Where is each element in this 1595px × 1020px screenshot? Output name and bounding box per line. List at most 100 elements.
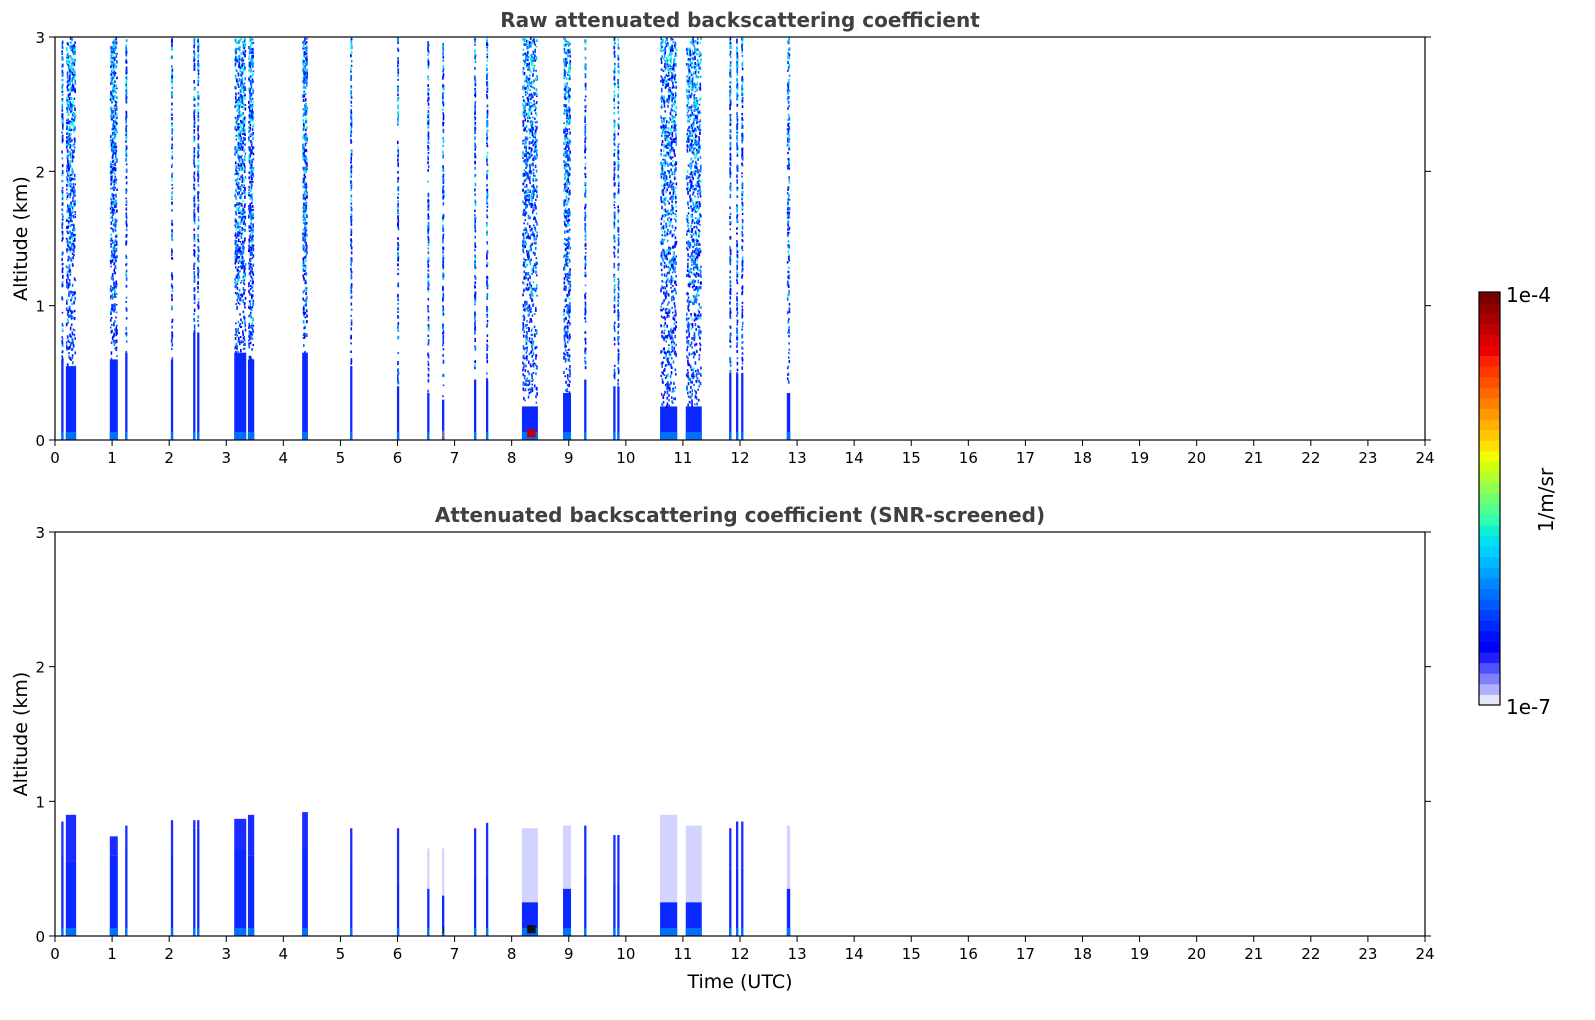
noise-pixel xyxy=(74,351,77,355)
noise-pixel xyxy=(114,218,117,222)
noise-pixel xyxy=(526,161,528,164)
noise-pixel xyxy=(474,360,476,363)
noise-pixel xyxy=(525,205,527,210)
noise-pixel xyxy=(252,111,254,114)
noise-pixel xyxy=(71,190,74,194)
noise-pixel xyxy=(305,189,307,193)
noise-pixel xyxy=(534,216,536,220)
noise-pixel xyxy=(350,44,353,47)
noise-pixel xyxy=(125,242,127,246)
noise-pixel xyxy=(72,191,75,195)
noise-pixel xyxy=(304,325,306,329)
noise-pixel xyxy=(239,325,242,329)
noise-pixel xyxy=(397,111,400,113)
noise-pixel xyxy=(240,52,242,55)
noise-pixel xyxy=(523,108,526,112)
noise-pixel xyxy=(525,276,527,280)
noise-pixel xyxy=(193,160,195,164)
noise-pixel xyxy=(534,246,537,251)
noise-pixel xyxy=(350,257,353,260)
noise-pixel xyxy=(239,38,242,42)
noise-pixel xyxy=(114,194,117,197)
noise-pixel xyxy=(241,256,244,260)
noise-pixel xyxy=(69,250,72,253)
noise-pixel xyxy=(71,189,74,192)
noise-pixel xyxy=(564,317,566,320)
noise-pixel xyxy=(249,258,252,262)
noise-pixel xyxy=(525,379,527,383)
noise-pixel xyxy=(242,330,244,334)
noise-pixel xyxy=(69,183,72,186)
noise-pixel xyxy=(197,184,200,187)
noise-pixel xyxy=(125,277,128,280)
noise-pixel xyxy=(305,47,308,50)
noise-pixel xyxy=(241,147,244,151)
noise-pixel xyxy=(111,294,114,297)
noise-pixel xyxy=(193,279,196,283)
noise-pixel xyxy=(397,61,399,65)
noise-pixel xyxy=(248,160,251,163)
noise-pixel xyxy=(109,139,112,142)
noise-pixel xyxy=(530,250,533,252)
noise-pixel xyxy=(67,222,70,225)
noise-pixel xyxy=(350,194,353,198)
noise-pixel xyxy=(114,289,116,292)
noise-pixel xyxy=(235,228,238,231)
noise-pixel xyxy=(197,266,199,271)
noise-pixel xyxy=(350,271,353,274)
noise-pixel xyxy=(568,286,570,290)
noise-pixel xyxy=(534,112,537,115)
noise-pixel xyxy=(442,55,445,59)
noise-pixel xyxy=(68,294,70,297)
noise-pixel xyxy=(427,223,430,227)
noise-pixel xyxy=(249,279,252,282)
noise-pixel xyxy=(236,182,239,186)
noise-pixel xyxy=(74,45,76,49)
noise-pixel xyxy=(111,47,114,51)
noise-pixel xyxy=(110,65,112,69)
noise-pixel xyxy=(442,344,444,347)
noise-pixel xyxy=(350,180,352,184)
noise-pixel xyxy=(112,114,115,117)
noise-pixel xyxy=(111,239,114,243)
noise-pixel xyxy=(71,337,73,341)
noise-pixel xyxy=(114,303,116,307)
noise-pixel xyxy=(111,101,113,104)
noise-pixel xyxy=(239,336,242,339)
noise-pixel xyxy=(197,191,200,194)
noise-pixel xyxy=(305,110,308,113)
noise-pixel xyxy=(110,187,112,190)
noise-pixel xyxy=(302,98,305,102)
noise-pixel xyxy=(111,209,114,213)
noise-pixel xyxy=(244,176,247,180)
noise-pixel xyxy=(171,40,174,43)
noise-pixel xyxy=(302,143,304,147)
noise-pixel xyxy=(350,262,352,267)
noise-pixel xyxy=(114,108,116,112)
noise-pixel xyxy=(474,316,476,320)
noise-pixel xyxy=(242,123,245,127)
noise-pixel xyxy=(522,368,524,372)
noise-pixel xyxy=(442,73,445,77)
noise-pixel xyxy=(235,128,238,131)
noise-pixel xyxy=(72,130,75,133)
noise-pixel xyxy=(238,202,240,206)
noise-pixel xyxy=(193,211,196,215)
noise-pixel xyxy=(73,333,76,337)
noise-pixel xyxy=(69,185,72,188)
noise-pixel xyxy=(113,95,116,98)
noise-pixel xyxy=(68,103,71,108)
noise-pixel xyxy=(524,307,526,311)
noise-pixel xyxy=(524,369,527,372)
noise-pixel xyxy=(237,280,239,283)
noise-pixel xyxy=(442,261,444,263)
noise-pixel xyxy=(442,117,445,121)
noise-pixel xyxy=(525,177,528,181)
noise-pixel xyxy=(112,62,115,65)
noise-pixel xyxy=(71,231,74,235)
noise-pixel xyxy=(114,212,116,215)
noise-pixel xyxy=(442,129,445,134)
noise-pixel xyxy=(533,187,535,190)
noise-pixel xyxy=(171,297,173,302)
noise-pixel xyxy=(197,114,200,118)
